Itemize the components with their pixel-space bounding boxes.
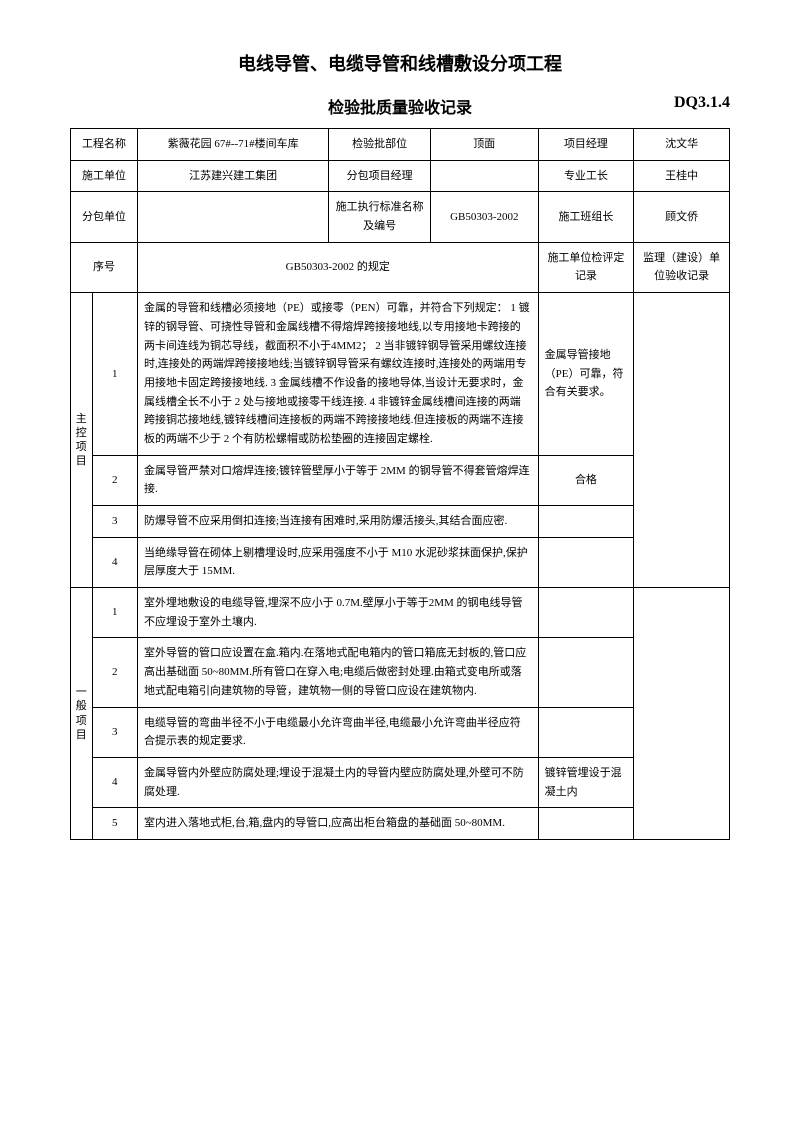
- table-row: 4 金属导管内外壁应防腐处理;埋设于混凝土内的导管内壁应防腐处理,外壁可不防腐处…: [71, 757, 730, 807]
- table-row: 工程名称 紫薇花园 67#--71#楼间车库 检验批部位 顶面 项目经理 沈文华: [71, 129, 730, 161]
- title-line-2: 检验批质量验收记录: [70, 94, 730, 118]
- gen-2-eval: [538, 638, 634, 707]
- label-insp-part: 检验批部位: [329, 129, 431, 161]
- std: GB50303-2002: [430, 192, 538, 242]
- main-1-text: 金属的导管和线槽必须接地（PE）或接零（PEN）可靠，并符合下列规定： 1 镀锌…: [137, 293, 538, 456]
- title-row-2: 检验批质量验收记录 DQ3.1.4: [70, 94, 730, 118]
- main-3-eval: [538, 506, 634, 538]
- gen-5-eval: [538, 808, 634, 840]
- gen-2-text: 室外导管的管口应设置在盒.箱内.在落地式配电箱内的管口箱底无封板的,管口应高出基…: [137, 638, 538, 707]
- section-gen-label: 一般项目: [71, 588, 93, 840]
- gen-4-text: 金属导管内外壁应防腐处理;埋设于混凝土内的导管内壁应防腐处理,外壁可不防腐处理.: [137, 757, 538, 807]
- gen-2-no: 2: [92, 638, 137, 707]
- main-4-eval: [538, 537, 634, 587]
- main-2-no: 2: [92, 455, 137, 505]
- main-2-eval: 合格: [538, 455, 634, 505]
- table-row: 5 室内进入落地式柜,台,箱,盘内的导管口,应高出柜台箱盘的基础面 50~80M…: [71, 808, 730, 840]
- main-2-text: 金属导管严禁对口熔焊连接;镀锌管壁厚小于等于 2MM 的钢导管不得套管熔焊连接.: [137, 455, 538, 505]
- label-subpm: 分包项目经理: [329, 160, 431, 192]
- label-std: 施工执行标准名称及编号: [329, 192, 431, 242]
- label-contractor: 施工单位: [71, 160, 138, 192]
- table-row: 分包单位 施工执行标准名称及编号 GB50303-2002 施工班组长 顾文侨: [71, 192, 730, 242]
- main-3-text: 防爆导管不应采用倒扣连接;当连接有困难时,采用防爆活接头,其结合面应密.: [137, 506, 538, 538]
- table-row: 主控项目 1 金属的导管和线槽必须接地（PE）或接零（PEN）可靠，并符合下列规…: [71, 293, 730, 456]
- document-code: DQ3.1.4: [674, 94, 730, 112]
- gen-4-no: 4: [92, 757, 137, 807]
- table-row: 3 防爆导管不应采用倒扣连接;当连接有困难时,采用防爆活接头,其结合面应密.: [71, 506, 730, 538]
- gen-3-eval: [538, 707, 634, 757]
- main-3-no: 3: [92, 506, 137, 538]
- gen-1-text: 室外埋地敷设的电缆导管,埋深不应小于 0.7M.壁厚小于等于2MM 的钢电线导管…: [137, 588, 538, 638]
- foreman: 王桂中: [634, 160, 730, 192]
- section-main-label: 主控项目: [71, 293, 93, 588]
- project-name: 紫薇花园 67#--71#楼间车库: [137, 129, 328, 161]
- label-project-name: 工程名称: [71, 129, 138, 161]
- table-row: 2 金属导管严禁对口熔焊连接;镀锌管壁厚小于等于 2MM 的钢导管不得套管熔焊连…: [71, 455, 730, 505]
- insp-part: 顶面: [430, 129, 538, 161]
- table-row: 施工单位 江苏建兴建工集团 分包项目经理 专业工长 王桂中: [71, 160, 730, 192]
- table-row: 4 当绝缘导管在砌体上剔槽埋设时,应采用强度不小于 M10 水泥砂浆抹面保护,保…: [71, 537, 730, 587]
- subpm: [430, 160, 538, 192]
- gen-5-no: 5: [92, 808, 137, 840]
- main-super: [634, 293, 730, 588]
- table-row: 序号 GB50303-2002 的规定 施工单位检评定记录 监理（建设）单位验收…: [71, 242, 730, 292]
- teamlead: 顾文侨: [634, 192, 730, 242]
- label-teamlead: 施工班组长: [538, 192, 634, 242]
- gen-3-no: 3: [92, 707, 137, 757]
- label-pm: 项目经理: [538, 129, 634, 161]
- label-spec: GB50303-2002 的规定: [137, 242, 538, 292]
- main-1-eval: 金属导管接地（PE）可靠，符合有关要求。: [538, 293, 634, 456]
- main-4-text: 当绝缘导管在砌体上剔槽埋设时,应采用强度不小于 M10 水泥砂浆抹面保护,保护层…: [137, 537, 538, 587]
- gen-1-eval: [538, 588, 634, 638]
- gen-5-text: 室内进入落地式柜,台,箱,盘内的导管口,应高出柜台箱盘的基础面 50~80MM.: [137, 808, 538, 840]
- table-row: 一般项目 1 室外埋地敷设的电缆导管,埋深不应小于 0.7M.壁厚小于等于2MM…: [71, 588, 730, 638]
- gen-1-no: 1: [92, 588, 137, 638]
- gen-super: [634, 588, 730, 840]
- label-subcontractor: 分包单位: [71, 192, 138, 242]
- subcontractor: [137, 192, 328, 242]
- label-eval: 施工单位检评定记录: [538, 242, 634, 292]
- table-row: 3 电缆导管的弯曲半径不小于电缆最小允许弯曲半径,电缆最小允许弯曲半径应符合提示…: [71, 707, 730, 757]
- label-seq: 序号: [71, 242, 138, 292]
- label-foreman: 专业工长: [538, 160, 634, 192]
- gen-4-eval: 镀锌管埋设于混凝土内: [538, 757, 634, 807]
- contractor: 江苏建兴建工集团: [137, 160, 328, 192]
- label-super: 监理（建设）单位验收记录: [634, 242, 730, 292]
- main-1-no: 1: [92, 293, 137, 456]
- gen-3-text: 电缆导管的弯曲半径不小于电缆最小允许弯曲半径,电缆最小允许弯曲半径应符合提示表的…: [137, 707, 538, 757]
- title-line-1: 电线导管、电缆导管和线槽敷设分项工程: [70, 50, 730, 76]
- main-4-no: 4: [92, 537, 137, 587]
- inspection-table: 工程名称 紫薇花园 67#--71#楼间车库 检验批部位 顶面 项目经理 沈文华…: [70, 128, 730, 840]
- pm: 沈文华: [634, 129, 730, 161]
- table-row: 2 室外导管的管口应设置在盒.箱内.在落地式配电箱内的管口箱底无封板的,管口应高…: [71, 638, 730, 707]
